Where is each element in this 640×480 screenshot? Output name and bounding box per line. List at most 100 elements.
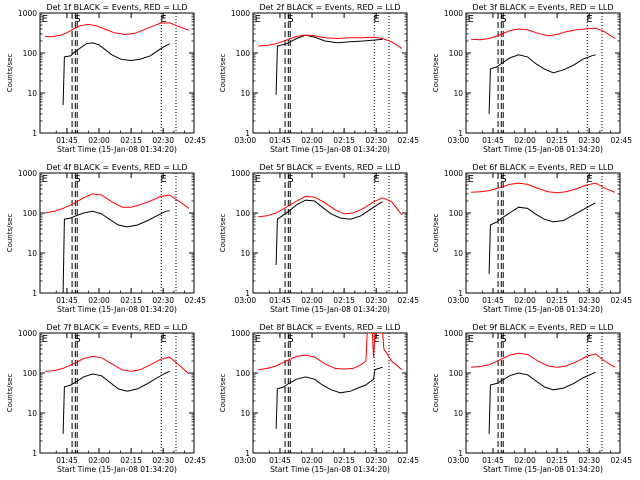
x-tick-label: 02:45 [184, 296, 206, 305]
plot-frame [465, 172, 621, 294]
y-tick-label: 10 [240, 249, 250, 258]
x-tick-label: 02:00 [301, 296, 323, 305]
panel-det-6: Det 6f BLACK = Events, RED = LLD Counts/s… [432, 163, 632, 314]
x-tick-label: 02:00 [514, 296, 536, 305]
marker-annotation: E [160, 14, 166, 25]
marker-annotation: E [255, 334, 261, 345]
x-tick-label: 02:30 [365, 456, 387, 465]
y-tick-label: 1000 [18, 169, 37, 178]
x-tick-label: 01:45 [56, 136, 78, 145]
y-tick-label: 100 [236, 49, 251, 58]
y-axis-label: Counts/sec [432, 374, 440, 413]
y-tick-label: 1 [245, 449, 250, 458]
x-tick-label: 02:45 [184, 456, 206, 465]
lld-series-line [45, 355, 190, 375]
x-axis-label: Start Time (15-Jan-08 01:34:20) [57, 145, 177, 154]
events-series-line [488, 202, 596, 274]
x-tick-label: 02:15 [546, 456, 568, 465]
marker-annotation: E [160, 174, 166, 185]
chart-title: Det 6f BLACK = Events, RED = LLD [472, 163, 613, 172]
y-tick-label: 1 [245, 129, 250, 138]
marker-annotation: S [74, 14, 80, 25]
plot-frame [252, 12, 408, 134]
events-series-line [62, 210, 170, 293]
x-tick-label: 02:00 [301, 136, 323, 145]
y-tick-label: 10 [453, 409, 463, 418]
x-tick-label: 03:00 [235, 456, 257, 465]
y-tick-label: 10 [453, 89, 463, 98]
events-series-line [275, 34, 383, 95]
marker-annotation: E [160, 334, 166, 345]
events-series-line [488, 371, 596, 434]
x-tick-label: 03:00 [235, 136, 257, 145]
marker-annotation: S [287, 334, 293, 345]
chart-title: Det 2f BLACK = Events, RED = LLD [259, 3, 400, 12]
x-tick-label: 02:30 [578, 136, 600, 145]
chart-title: Det 4f BLACK = Events, RED = LLD [46, 163, 187, 172]
x-axis-label: Start Time (15-Jan-08 01:34:20) [483, 465, 603, 474]
panel-det-4: Det 4f BLACK = Events, RED = LLD Counts/s… [6, 163, 256, 314]
y-axis-label: Counts/sec [6, 374, 14, 413]
x-tick-label: 02:00 [301, 456, 323, 465]
y-tick-label: 100 [236, 209, 251, 218]
lld-series-line [471, 182, 616, 194]
y-tick-label: 1 [32, 289, 37, 298]
x-tick-label: 01:45 [269, 456, 291, 465]
marker-annotation: S [500, 334, 506, 345]
y-tick-label: 1000 [18, 9, 37, 18]
marker-annotation: E [468, 174, 474, 185]
plot-frame [252, 172, 408, 294]
x-tick-label: 01:45 [56, 456, 78, 465]
x-tick-label: 02:15 [333, 296, 355, 305]
y-tick-label: 1 [458, 289, 463, 298]
x-tick-label: 02:45 [397, 296, 419, 305]
chart-title: Det 5f BLACK = Events, RED = LLD [259, 163, 400, 172]
x-tick-label: 02:45 [610, 136, 632, 145]
y-axis-label: Counts/sec [219, 214, 227, 253]
y-tick-label: 1000 [444, 329, 463, 338]
marker-annotation: E [42, 14, 48, 25]
y-tick-label: 100 [449, 49, 464, 58]
panel-det-3: Det 3f BLACK = Events, RED = LLD Counts/s… [432, 3, 632, 154]
lld-series-line [258, 195, 403, 218]
x-tick-label: 02:30 [578, 296, 600, 305]
chart-title: Det 1f BLACK = Events, RED = LLD [46, 3, 187, 12]
x-tick-label: 02:15 [120, 136, 142, 145]
marker-annotation: S [287, 174, 293, 185]
x-axis-label: Start Time (15-Jan-08 01:34:20) [483, 145, 603, 154]
x-tick-label: 02:45 [184, 136, 206, 145]
lld-series-line [471, 27, 616, 41]
marker-annotation: S [74, 334, 80, 345]
y-tick-label: 100 [23, 209, 38, 218]
x-tick-label: 02:45 [397, 456, 419, 465]
events-series-line [275, 199, 383, 266]
y-tick-label: 1000 [231, 9, 250, 18]
x-tick-label: 02:00 [88, 296, 110, 305]
marker-annotation: E [373, 174, 379, 185]
x-tick-label: 01:45 [482, 456, 504, 465]
lld-series-line [258, 34, 403, 49]
plot-frame [465, 332, 621, 454]
lld-series-line [258, 333, 403, 371]
x-axis-label: Start Time (15-Jan-08 01:34:20) [57, 305, 177, 314]
chart-title: Det 7f BLACK = Events, RED = LLD [46, 323, 187, 332]
plot-frame [252, 332, 408, 454]
y-tick-label: 1 [458, 129, 463, 138]
x-tick-label: 01:45 [56, 296, 78, 305]
x-axis-label: Start Time (15-Jan-08 01:34:20) [483, 305, 603, 314]
x-tick-label: 01:45 [482, 136, 504, 145]
x-tick-label: 02:00 [88, 136, 110, 145]
x-tick-label: 02:00 [514, 456, 536, 465]
y-tick-label: 100 [23, 49, 38, 58]
marker-annotation: S [74, 174, 80, 185]
y-axis-label: Counts/sec [219, 54, 227, 93]
events-series-line [488, 54, 596, 114]
y-tick-label: 100 [236, 369, 251, 378]
chart-title: Det 8f BLACK = Events, RED = LLD [259, 323, 400, 332]
panel-det-1: Det 1f BLACK = Events, RED = LLD Counts/s… [6, 3, 256, 154]
x-tick-label: 03:00 [448, 136, 470, 145]
y-tick-label: 10 [27, 409, 37, 418]
events-series-line [275, 366, 383, 429]
panel-det-9: Det 9f BLACK = Events, RED = LLD Counts/s… [432, 323, 632, 474]
plot-frame [39, 332, 195, 454]
